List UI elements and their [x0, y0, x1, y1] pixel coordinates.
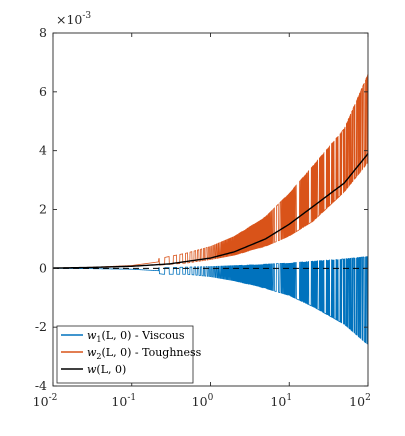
series-band-1 — [52, 256, 369, 345]
y-tick-label-2: 0 — [39, 260, 47, 275]
x-tick-label-3: 101 — [270, 393, 292, 409]
y-tick-label-0: -4 — [35, 378, 47, 393]
x-tick-label-1: 10-1 — [111, 393, 136, 409]
y-tick-label-5: 6 — [39, 84, 47, 99]
axis-tick-labels: 10-2 10-1 100 101 102 -4 -2 0 2 4 6 8 — [33, 25, 371, 409]
series-lines — [52, 153, 369, 269]
series-line-1 — [52, 153, 369, 269]
y-tick-label-1: -2 — [35, 319, 47, 334]
x-tick-label-0: 10-2 — [33, 393, 58, 409]
y-tick-label-3: 2 — [39, 202, 47, 217]
axis-ticks — [52, 32, 369, 387]
legend-label-2: w2(L, 0) - Toughness — [87, 346, 202, 361]
series-band-2 — [52, 74, 369, 269]
series-bands — [52, 74, 369, 345]
y-axis-multiplier-label: ×10-3 — [56, 11, 91, 27]
legend-label-1: w1(L, 0) - Viscous — [87, 329, 185, 344]
legend-label-3: w(L, 0) — [87, 363, 126, 376]
legend: w1(L, 0) - Viscous w2(L, 0) - Toughness w(… — [56, 325, 202, 384]
x-tick-label-4: 102 — [349, 393, 371, 409]
y-tick-label-6: 8 — [39, 25, 47, 40]
y-tick-label-4: 4 — [39, 143, 47, 158]
x-tick-label-2: 100 — [192, 393, 214, 409]
